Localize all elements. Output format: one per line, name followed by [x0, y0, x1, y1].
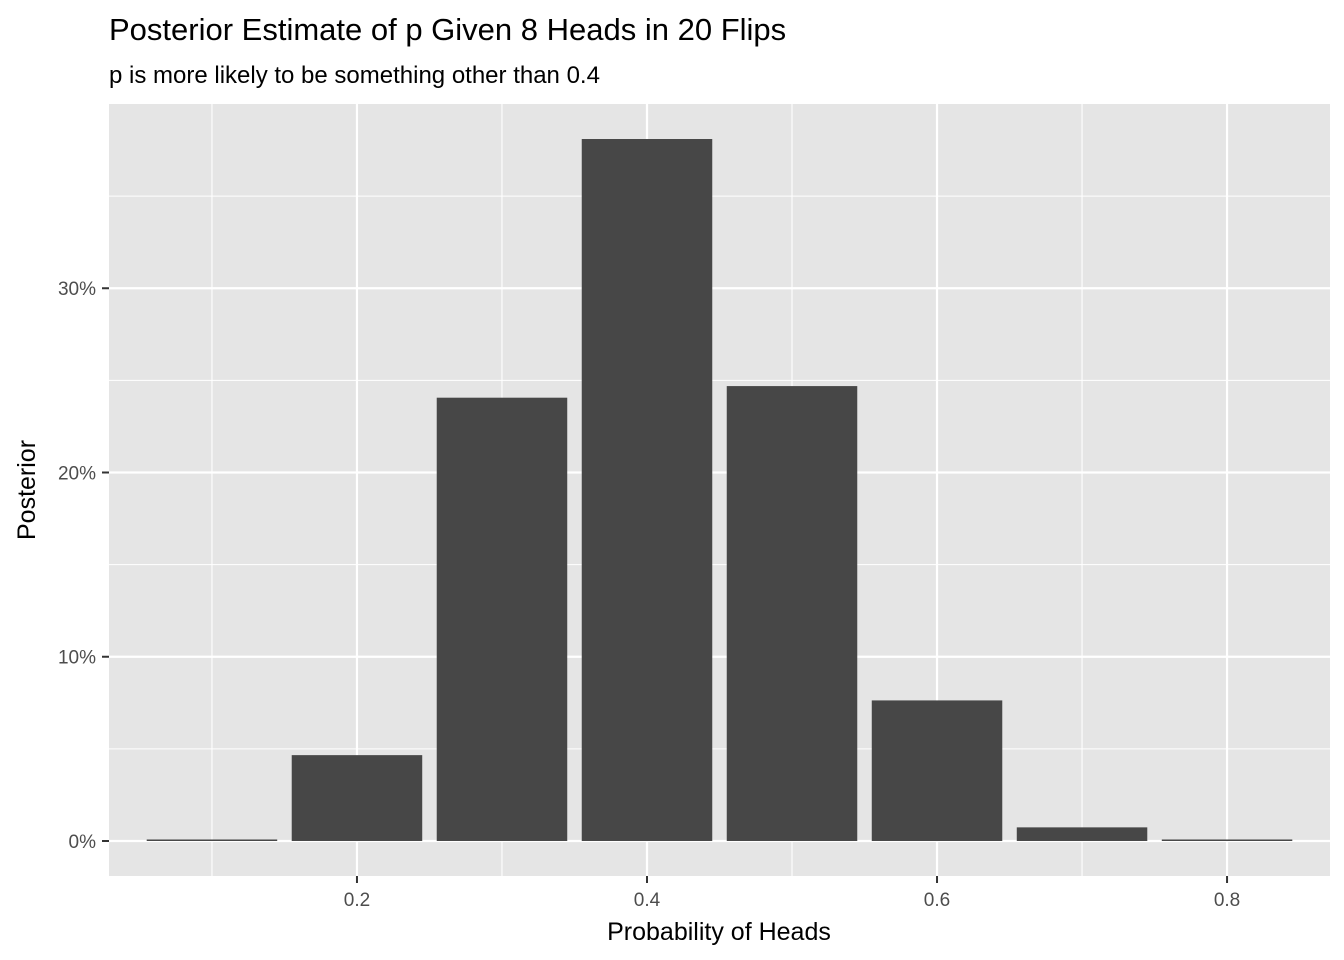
y-tick-label: 30% — [58, 279, 96, 300]
bar — [871, 700, 1003, 841]
y-axis-title: Posterior — [13, 440, 41, 540]
y-tick-label: 0% — [69, 832, 97, 853]
bar — [726, 386, 858, 841]
x-tick-label: 0.8 — [1214, 890, 1240, 911]
bar — [1016, 827, 1148, 841]
chart-subtitle: p is more likely to be something other t… — [109, 62, 600, 89]
x-axis: 0.2 0.4 0.6 0.8 — [344, 876, 1240, 911]
bars — [146, 139, 1293, 841]
x-tick-label: 0.6 — [924, 890, 950, 911]
bar — [581, 139, 713, 841]
y-tick-label: 20% — [58, 463, 96, 484]
y-tick-label: 10% — [58, 648, 96, 669]
x-tick-label: 0.4 — [634, 890, 661, 911]
chart-title: Posterior Estimate of p Given 8 Heads in… — [109, 12, 786, 47]
bar — [291, 755, 423, 841]
x-axis-title: Probability of Heads — [607, 918, 831, 946]
bar — [1161, 839, 1293, 841]
plot-panel — [109, 104, 1330, 876]
bar — [436, 397, 568, 841]
bar — [146, 839, 278, 841]
y-axis: 0% 10% 20% 30% — [58, 279, 109, 853]
x-tick-label: 0.2 — [344, 890, 370, 911]
